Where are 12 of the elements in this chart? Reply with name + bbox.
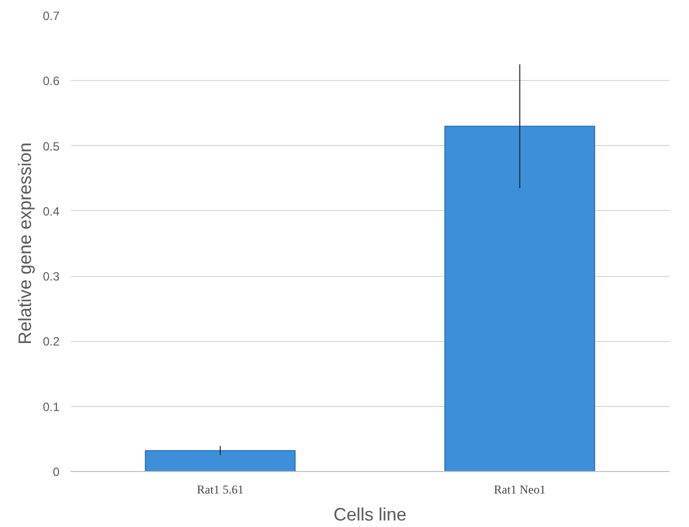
y-tick-label: 0.1: [42, 400, 60, 414]
y-tick-label: 0.6: [42, 74, 60, 88]
y-tick-label: 0.3: [42, 270, 60, 284]
y-tick-label: 0: [52, 465, 60, 479]
x-tick-label: Rat1 Neo1: [494, 482, 546, 496]
y-tick-label: 0.7: [42, 9, 60, 23]
x-tick-label: Rat1 5.61: [196, 482, 244, 496]
y-tick-label: 0.5: [42, 139, 60, 154]
y-tick-label: 0.4: [42, 204, 60, 218]
y-tick-label: 0.2: [42, 334, 60, 349]
y-axis-title: Relative gene expression: [14, 142, 35, 345]
x-axis-title: Cells line: [333, 504, 407, 524]
